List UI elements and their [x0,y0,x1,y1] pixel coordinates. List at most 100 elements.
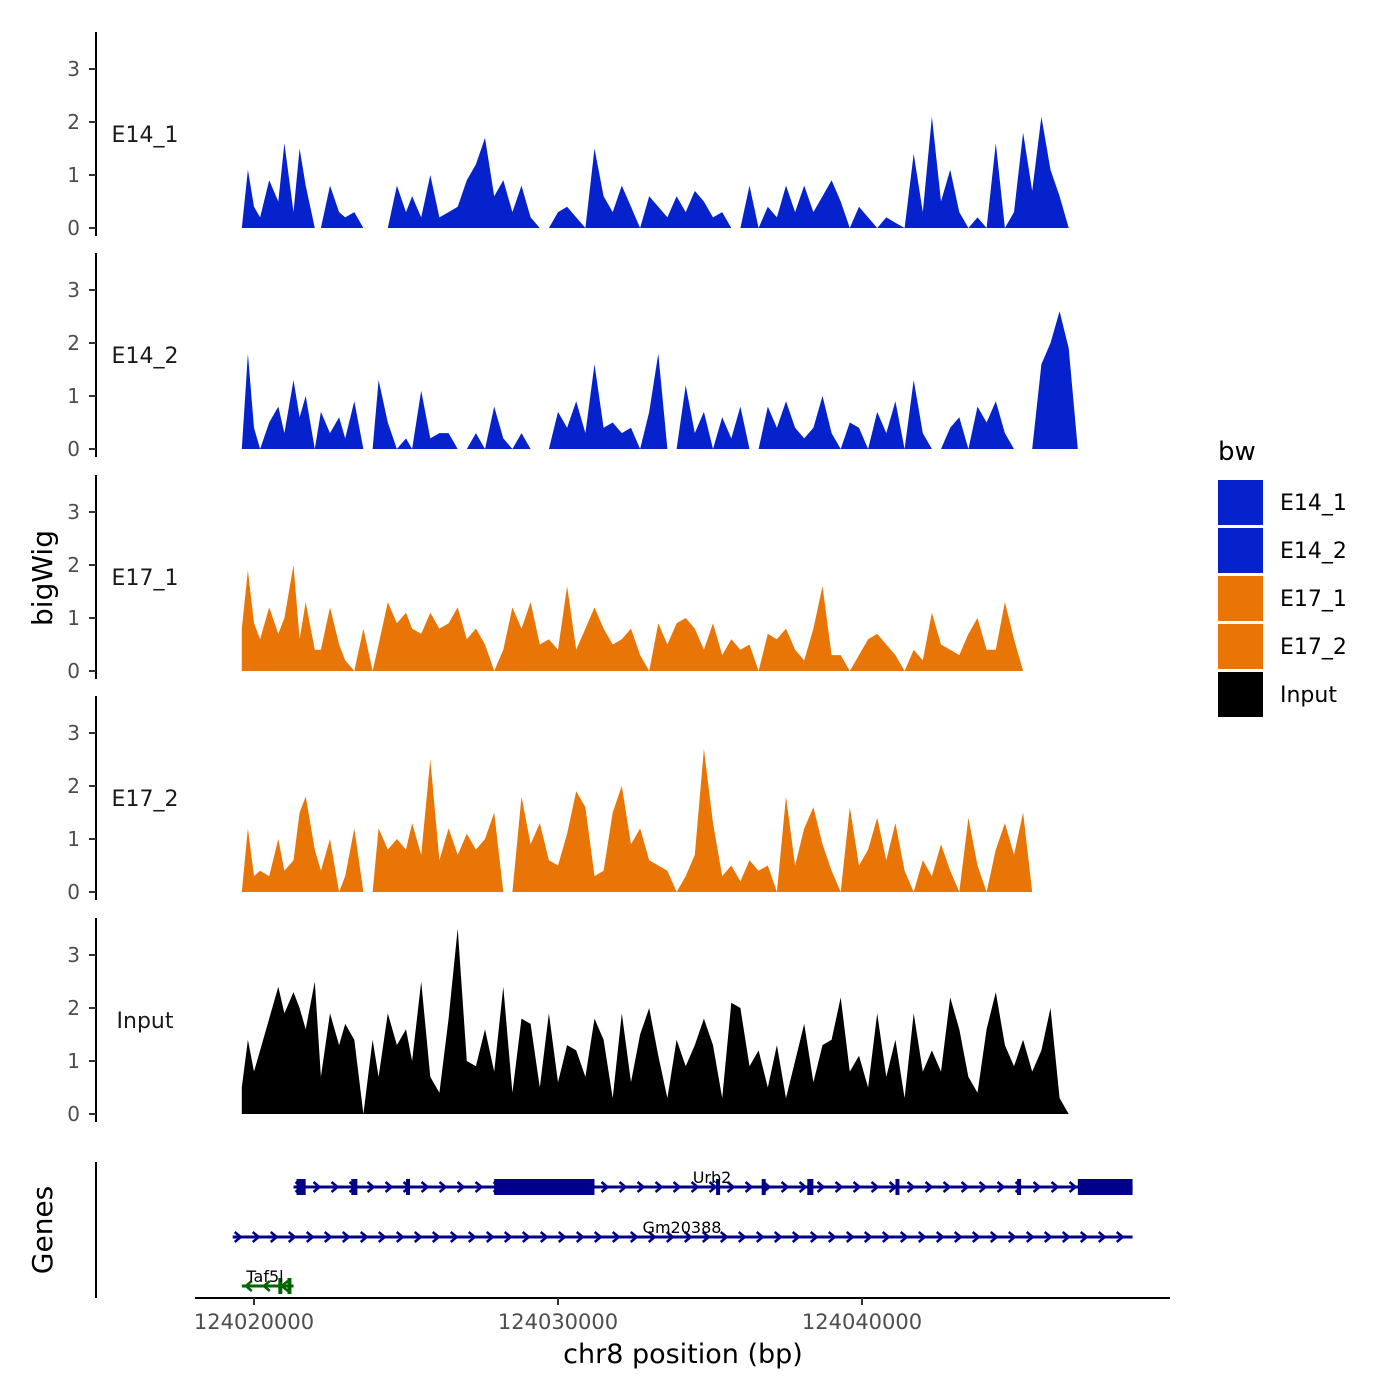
strand-chevron [672,1181,682,1193]
strand-chevron [467,1231,477,1243]
strand-chevron [1025,1231,1035,1243]
strand-chevron [989,1231,999,1243]
strand-chevron [996,1181,1006,1193]
exon [1077,1179,1133,1195]
strand-chevron [395,1231,405,1243]
y-tick-label: 1 [67,384,80,408]
exon [494,1179,595,1195]
y-tick-label: 0 [67,216,80,240]
strand-chevron [665,1231,675,1243]
strand-chevron [600,1181,610,1193]
strand-chevron [960,1181,970,1193]
strand-chevron [618,1181,628,1193]
strand-chevron [791,1231,801,1243]
strand-chevron [251,1231,261,1243]
strand-chevron [971,1231,981,1243]
strand-chevron [881,1231,891,1243]
signal-area [241,116,1133,228]
y-tick-label: 1 [67,606,80,630]
strand-chevron [683,1231,693,1243]
strand-chevron [366,1181,376,1193]
gene-Gm20388: Gm20388 [232,1218,1133,1243]
genes-axis-title: Genes [26,1186,59,1274]
strand-chevron [1007,1231,1017,1243]
strand-chevron [341,1231,351,1243]
y-tick-label: 1 [67,827,80,851]
exon [296,1179,306,1195]
strand-chevron [726,1181,736,1193]
strand-chevron [636,1181,646,1193]
x-axis-title: chr8 position (bp) [563,1339,803,1370]
gene-Taf5l: Taf5l [241,1267,294,1294]
strand-chevron [935,1231,945,1243]
y-tick-label: 2 [67,996,80,1020]
legend-key [1218,576,1263,621]
legend: bw E14_1 E14_2 E17_1 E17_2 Input [1218,437,1347,717]
y-tick-label: 2 [67,110,80,134]
strand-chevron [420,1181,430,1193]
strand-chevron [1043,1231,1053,1243]
x-axis-ticks: 124020000 124030000 124040000 [194,1298,922,1334]
strand-chevron [233,1231,243,1243]
track-label: E14_2 [112,344,179,369]
track-E17_1: 0 1 2 3 E17_1 [67,475,1133,683]
strand-chevron [1050,1181,1060,1193]
strand-chevron [863,1231,873,1243]
x-tick-label: 124030000 [498,1310,618,1334]
strand-chevron [816,1181,826,1193]
legend-label: Input [1280,683,1337,708]
strand-chevron [744,1181,754,1193]
y-tick-label: 0 [67,1102,80,1126]
strand-chevron [899,1231,909,1243]
strand-chevron [654,1181,664,1193]
strand-chevron [323,1231,333,1243]
strand-chevron [312,1181,322,1193]
strand-chevron [690,1181,700,1193]
exon [406,1179,410,1195]
track-label: E17_2 [112,787,179,812]
strand-chevron [485,1231,495,1243]
strand-chevron [798,1181,808,1193]
strand-chevron [521,1231,531,1243]
x-tick-label: 124040000 [802,1310,922,1334]
gene-label: Gm20388 [643,1218,722,1237]
y-tick-label: 0 [67,880,80,904]
strand-chevron [474,1181,484,1193]
strand-chevron [906,1181,916,1193]
y-tick-label: 0 [67,659,80,683]
strand-chevron [557,1231,567,1243]
track-label: E14_1 [112,123,179,148]
strand-chevron [377,1231,387,1243]
strand-chevron [719,1231,729,1243]
y-tick-label: 3 [67,500,80,524]
strand-chevron [611,1231,621,1243]
y-tick-label: 3 [67,721,80,745]
exon [716,1179,721,1195]
strand-chevron [737,1231,747,1243]
legend-label: E17_1 [1280,587,1347,612]
y-tick-label: 2 [67,331,80,355]
gene-label: Urb2 [693,1168,732,1187]
strand-chevron [1032,1181,1042,1193]
strand-chevron [503,1231,513,1243]
strand-chevron [1115,1231,1125,1243]
strand-chevron [305,1231,315,1243]
y-tick-label: 1 [67,1049,80,1073]
strand-chevron [870,1181,880,1193]
strand-chevron [243,1280,253,1292]
y-tick-label: 3 [67,278,80,302]
gene-label: Taf5l [245,1267,283,1286]
strand-chevron [261,1280,271,1292]
strand-chevron [852,1181,862,1193]
gene-Urb2: Urb2 [293,1168,1133,1195]
strand-chevron [384,1181,394,1193]
strand-chevron [1061,1231,1071,1243]
strand-chevron [701,1231,711,1243]
strand-chevron [287,1231,297,1243]
track-E14_1: 0 1 2 3 E14_1 [67,32,1133,240]
signal-area [241,565,1133,671]
strand-chevron [539,1231,549,1243]
exon [287,1278,292,1294]
strand-chevron [269,1231,279,1243]
